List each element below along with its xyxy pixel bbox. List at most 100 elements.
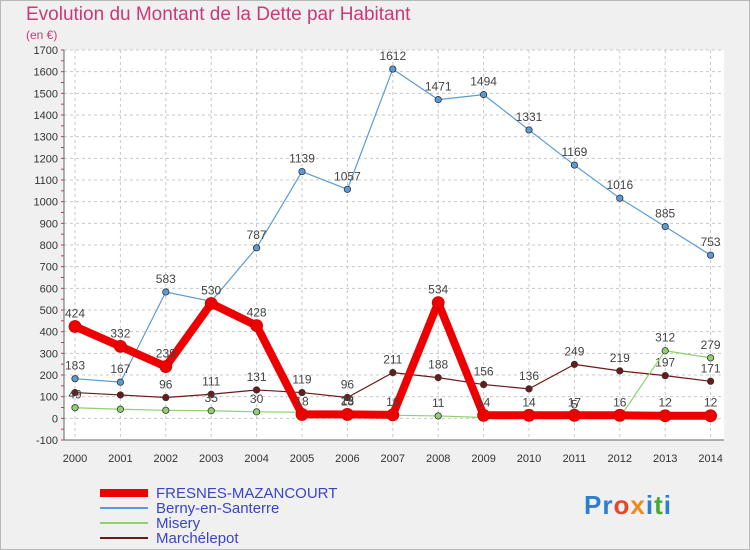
- data-point: [162, 393, 170, 402]
- x-tick-label: 2010: [517, 453, 541, 465]
- data-label: 171: [701, 361, 721, 375]
- logo-letter: r: [602, 490, 614, 520]
- data-label: 885: [655, 207, 675, 221]
- data-point: [570, 360, 579, 368]
- data-point: [116, 378, 125, 386]
- y-tick-label: 1500: [34, 88, 58, 100]
- y-tick-label: 400: [40, 327, 58, 339]
- data-point: [706, 354, 715, 362]
- data-label: 136: [519, 369, 539, 383]
- data-point: [706, 377, 715, 385]
- data-label: 167: [110, 362, 130, 376]
- y-tick-label: -100: [36, 435, 58, 447]
- data-label: 12: [704, 396, 718, 410]
- data-point: [479, 91, 488, 99]
- data-point: [71, 388, 79, 397]
- data-point: [71, 404, 79, 412]
- data-label: 279: [701, 338, 721, 352]
- data-point: [343, 393, 351, 402]
- data-point: [253, 386, 261, 394]
- x-tick-label: 2002: [154, 453, 178, 465]
- legend-swatch: [100, 489, 148, 497]
- data-label: 30: [250, 392, 264, 406]
- data-point: [661, 222, 669, 231]
- data-label: 14: [477, 395, 491, 409]
- y-tick-label: 200: [40, 370, 58, 382]
- data-point: [116, 405, 125, 413]
- data-point: [525, 385, 533, 393]
- x-tick-label: 2000: [63, 453, 87, 465]
- proxiti-logo: Proxiti: [584, 490, 672, 521]
- data-point: [207, 390, 215, 398]
- data-point: [162, 288, 170, 296]
- data-label: 753: [701, 235, 721, 249]
- y-tick-label: 1400: [34, 110, 58, 122]
- data-point: [570, 161, 579, 169]
- x-tick-label: 2003: [199, 453, 223, 465]
- legend-item: Misery: [100, 514, 201, 532]
- legend-label: Berny-en-Santerre: [156, 499, 280, 517]
- logo-letter: i: [645, 490, 655, 520]
- data-label: 96: [159, 378, 173, 392]
- data-point: [706, 251, 715, 259]
- x-tick-label: 2014: [698, 453, 722, 465]
- x-tick-label: 2004: [244, 453, 268, 465]
- data-point: [250, 319, 264, 333]
- data-point: [434, 373, 442, 382]
- data-label: 156: [474, 365, 494, 379]
- x-tick-label: 2005: [290, 453, 314, 465]
- data-point: [114, 339, 127, 353]
- data-point: [525, 126, 533, 134]
- data-point: [71, 375, 79, 383]
- data-point: [568, 408, 581, 422]
- data-label: 119: [292, 373, 311, 387]
- data-point: [343, 185, 351, 193]
- data-point: [616, 194, 624, 202]
- data-label: 17: [568, 395, 582, 409]
- data-point: [613, 408, 627, 422]
- data-label: 428: [247, 306, 267, 320]
- x-tick-label: 2012: [608, 453, 632, 465]
- data-label: 787: [247, 228, 267, 242]
- y-tick-label: 1200: [34, 153, 58, 165]
- logo-letter: x: [630, 490, 646, 520]
- logo-letter: P: [584, 490, 603, 520]
- data-label: 18: [295, 394, 309, 408]
- data-point: [434, 412, 442, 420]
- legend-swatch: [100, 522, 148, 524]
- series-march-lepot: 96 111 131 119 96 211 188 156 136 249 219 197 171: [71, 344, 721, 402]
- data-point: [207, 407, 215, 415]
- data-label: 249: [564, 344, 584, 358]
- legend-item: Marchélepot: [100, 529, 239, 547]
- data-point: [162, 406, 170, 414]
- x-tick-label: 2008: [426, 453, 450, 465]
- data-point: [389, 65, 397, 73]
- data-point: [704, 409, 717, 423]
- data-point: [253, 244, 261, 252]
- data-point: [159, 360, 173, 373]
- legend-item: FRESNES-MAZANCOURT: [100, 485, 337, 502]
- y-tick-label: 700: [40, 262, 58, 274]
- data-point: [295, 408, 309, 421]
- data-label: 219: [610, 351, 630, 365]
- x-tick-label: 2011: [563, 453, 587, 465]
- y-tick-label: 300: [40, 348, 58, 360]
- data-point: [479, 380, 488, 389]
- legend-label: Misery: [156, 514, 201, 532]
- data-label: 23: [341, 393, 355, 407]
- data-label: 5: [571, 397, 578, 411]
- logo-letter: t: [654, 490, 664, 520]
- data-point: [298, 388, 306, 397]
- chart-title: Evolution du Montant de la Dette par Hab…: [26, 4, 411, 25]
- data-point: [340, 408, 354, 421]
- data-label: 1612: [379, 49, 406, 63]
- data-label: 14: [522, 395, 536, 409]
- data-label: 11: [432, 396, 445, 410]
- data-label: 1494: [470, 75, 497, 89]
- y-tick-label: 500: [40, 305, 58, 317]
- data-point: [434, 96, 442, 104]
- legend-label: Marchélepot: [156, 529, 239, 547]
- data-point: [389, 369, 397, 377]
- data-point: [68, 320, 82, 333]
